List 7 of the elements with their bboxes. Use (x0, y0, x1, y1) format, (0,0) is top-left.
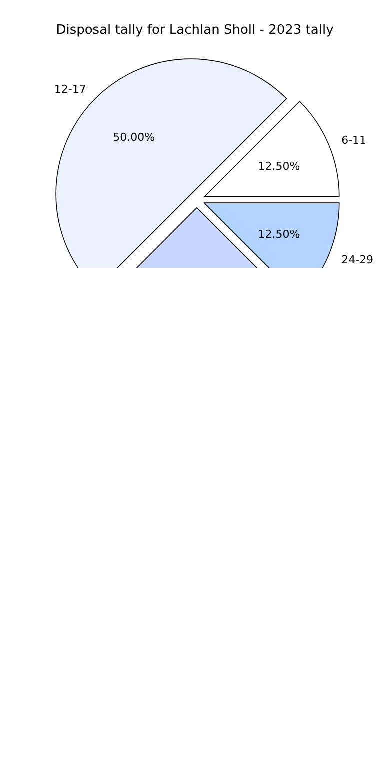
slice-label: 24-29 (342, 254, 374, 267)
data-label: 12.50% (258, 160, 300, 173)
slice-label: 12-17 (54, 83, 86, 96)
slice-label: 6-11 (342, 134, 367, 147)
data-label: 50.00% (113, 130, 156, 144)
data-label: 12.50% (258, 228, 300, 241)
chart-title: Disposal tally for Lachlan Sholl - 2023 tally (56, 23, 334, 38)
